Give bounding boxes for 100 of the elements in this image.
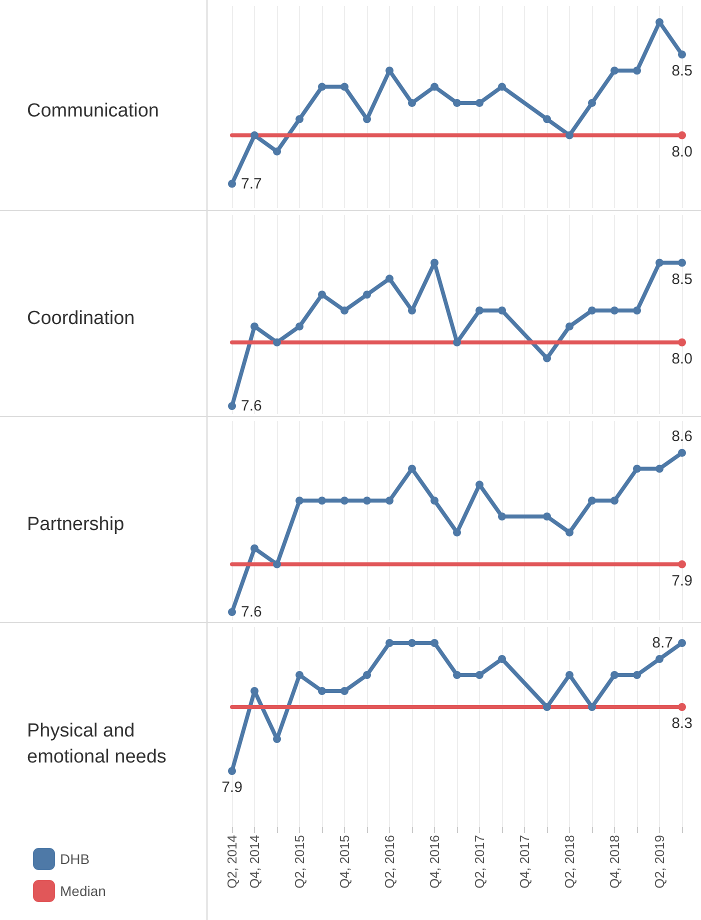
data-label: 8.5 [672, 270, 692, 288]
point [273, 560, 281, 568]
point [678, 448, 686, 457]
point [476, 306, 484, 315]
point [610, 306, 618, 315]
point [498, 306, 506, 315]
point [273, 147, 281, 156]
x-tick-label: Q2, 2018 [562, 835, 577, 888]
point [318, 687, 326, 695]
point [408, 639, 416, 647]
point [678, 560, 686, 568]
point [678, 639, 686, 647]
point [566, 528, 574, 536]
point [588, 306, 596, 315]
point [296, 496, 304, 505]
x-tick-label: Q4, 2018 [607, 835, 622, 888]
point [296, 115, 304, 124]
point [543, 703, 551, 711]
point [453, 98, 461, 107]
point [228, 767, 236, 775]
x-tick-label: Q4, 2016 [427, 835, 442, 888]
point [678, 703, 686, 711]
point [656, 18, 664, 26]
data-label: 8.0 [672, 350, 692, 368]
text: Coordination [27, 308, 135, 329]
point [250, 131, 258, 140]
point [340, 687, 348, 695]
x-tick-label: Q2, 2019 [652, 835, 667, 888]
point [340, 306, 348, 315]
x-tick-label: Q2, 2016 [382, 835, 397, 888]
point [610, 66, 618, 75]
point [318, 496, 326, 505]
point [386, 274, 394, 283]
point [250, 322, 258, 330]
point [273, 338, 281, 346]
x-tick-label: Q2, 2014 [224, 835, 240, 888]
point [588, 496, 596, 505]
point [566, 322, 574, 330]
data-label: 7.7 [241, 175, 262, 192]
point [228, 608, 236, 616]
text: Communication [27, 100, 159, 122]
point [633, 671, 641, 679]
legend-label: DHB [60, 851, 90, 867]
point [476, 98, 484, 107]
point [633, 66, 641, 75]
x-tick-label: Q2, 2015 [292, 835, 307, 888]
point [498, 82, 506, 91]
point [318, 82, 326, 91]
point [228, 180, 236, 188]
point [678, 131, 686, 140]
point [386, 496, 394, 505]
point [250, 544, 258, 552]
point [610, 671, 618, 679]
point [250, 687, 258, 695]
point [656, 258, 664, 267]
point [430, 639, 438, 647]
data-label: 8.3 [672, 715, 692, 732]
data-label: 8.6 [672, 428, 692, 445]
point [678, 50, 686, 58]
point [498, 512, 506, 521]
point [656, 655, 664, 663]
data-label: 7.6 [241, 604, 262, 621]
point [318, 290, 326, 299]
point [430, 496, 438, 505]
x-tick-label: Q4, 2015 [337, 835, 352, 888]
data-label: 8.7 [652, 634, 673, 652]
point [296, 671, 304, 679]
point [363, 496, 371, 505]
point [340, 82, 348, 91]
point [476, 671, 484, 679]
text: Physical and emotional needs [27, 720, 166, 768]
data-label: 7.6 [241, 398, 262, 415]
x-tick-label: Q4, 2014 [247, 835, 262, 888]
point [678, 258, 686, 267]
point [498, 655, 506, 663]
point [588, 703, 596, 711]
point [656, 464, 664, 473]
point [543, 115, 551, 124]
point [408, 98, 416, 107]
point [476, 480, 484, 489]
point [363, 290, 371, 299]
point [296, 322, 304, 330]
point [566, 671, 574, 679]
legend-label: Median [60, 883, 106, 899]
text: Partnership [27, 514, 124, 535]
data-label: 8.5 [672, 62, 692, 80]
point [453, 671, 461, 679]
point [543, 354, 551, 362]
point [430, 82, 438, 91]
point [610, 496, 618, 505]
x-tick-label: Q2, 2017 [472, 835, 487, 888]
point [678, 338, 686, 346]
point [386, 639, 394, 647]
point [228, 402, 236, 410]
point [430, 258, 438, 267]
point [633, 306, 641, 315]
point [386, 66, 394, 75]
point [543, 512, 551, 521]
point [408, 464, 416, 473]
x-tick-label: Q4, 2017 [517, 835, 532, 888]
